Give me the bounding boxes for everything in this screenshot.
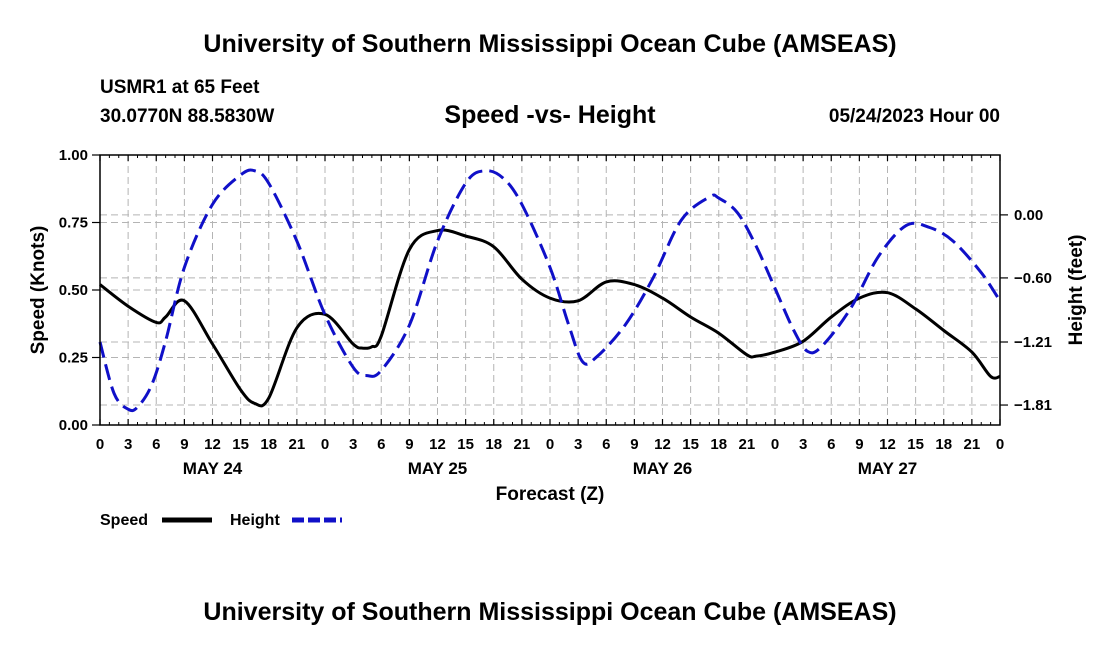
x-tick-label: 21 [514,436,531,453]
x-tick-label: 6 [827,436,835,453]
x-tick-label: 18 [260,436,277,453]
y-tick-label-left: 0.50 [59,282,88,299]
legend: Speed Height [100,512,342,529]
axis-layer: 0 3 6 9 12 15 18 21 0 3 6 9 12 15 18 21 0 3 6 9 12 15 18 21 0 3 6 9… [59,147,1052,478]
chart-title: Speed -vs- Height [444,101,656,129]
x-tick-label: 3 [124,436,132,453]
y-tick-label-right: −1.81 [1014,397,1052,414]
x-tick-label: 6 [152,436,160,453]
x-tick-label: 9 [405,436,413,453]
x-tick-label: 0 [546,436,554,453]
y-tick-label-left: 0.00 [59,417,88,434]
legend-speed-label: Speed [100,512,148,529]
x-tick-label: 12 [204,436,221,453]
x-tick-label: 3 [349,436,357,453]
x-tick-label: 15 [232,436,249,453]
x-tick-label: 18 [710,436,727,453]
x-tick-label: 15 [682,436,699,453]
x-tick-label: 0 [996,436,1004,453]
day-label: MAY 27 [858,459,918,478]
station-coordinates: 30.0770N 88.5830W [100,106,275,127]
legend-height-label: Height [230,512,280,529]
x-tick-label: 9 [855,436,863,453]
x-tick-label: 18 [485,436,502,453]
run-date: 05/24/2023 Hour 00 [828,106,1000,127]
x-axis-label: Forecast (Z) [496,484,605,505]
y-tick-label-left: 0.75 [59,215,88,232]
y-tick-label-right: −1.21 [1014,334,1052,351]
x-tick-label: 6 [377,436,385,453]
y-tick-label-right: 0.00 [1014,207,1043,224]
x-tick-label: 0 [771,436,779,453]
x-tick-label: 15 [457,436,474,453]
x-tick-label: 6 [602,436,610,453]
x-tick-label: 18 [935,436,952,453]
x-tick-label: 0 [321,436,329,453]
main-title: University of Southern Mississippi Ocean… [203,30,897,58]
grid-layer [100,155,1000,425]
series-layer [98,168,1002,413]
y-axis-label-right: Height (feet) [1066,235,1087,346]
x-tick-label: 21 [739,436,756,453]
x-tick-label: 21 [289,436,306,453]
x-tick-label: 12 [429,436,446,453]
x-tick-label: 3 [574,436,582,453]
x-tick-label: 12 [879,436,896,453]
series-height-line [98,168,1002,413]
day-label: MAY 24 [183,459,243,478]
y-axis-label-left: Speed (Knots) [28,226,49,355]
y-tick-label-left: 0.25 [59,350,88,367]
y-tick-label-right: −0.60 [1014,270,1052,287]
x-tick-label: 0 [96,436,104,453]
x-tick-label: 9 [180,436,188,453]
x-tick-label: 12 [654,436,671,453]
footer-title: University of Southern Mississippi Ocean… [203,598,897,626]
x-tick-label: 15 [907,436,924,453]
series-speed-line [99,228,1001,408]
y-tick-label-left: 1.00 [59,147,88,164]
x-tick-label: 3 [799,436,807,453]
day-label: MAY 26 [633,459,693,478]
day-label: MAY 25 [408,459,468,478]
x-tick-label: 9 [630,436,638,453]
x-tick-label: 21 [964,436,981,453]
station-label: USMR1 at 65 Feet [100,77,260,98]
